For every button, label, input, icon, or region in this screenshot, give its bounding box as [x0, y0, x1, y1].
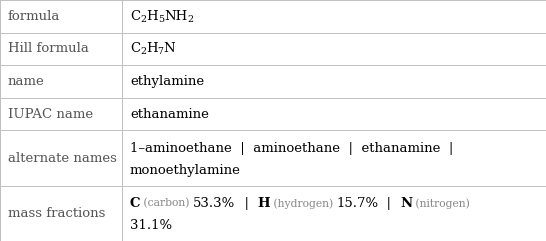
Text: name: name — [8, 75, 45, 88]
Text: 31.1%: 31.1% — [130, 219, 172, 232]
Text: N: N — [164, 42, 175, 55]
Text: monoethylamine: monoethylamine — [130, 164, 241, 177]
Text: 2: 2 — [140, 47, 146, 56]
Text: 2: 2 — [187, 15, 193, 24]
Text: H: H — [257, 197, 270, 210]
Text: |: | — [378, 197, 400, 210]
Text: (carbon): (carbon) — [140, 198, 193, 208]
Text: C: C — [130, 197, 140, 210]
Text: 15.7%: 15.7% — [336, 197, 378, 210]
Text: 2: 2 — [140, 15, 146, 24]
Text: C: C — [130, 10, 140, 23]
Text: H: H — [146, 10, 158, 23]
Text: IUPAC name: IUPAC name — [8, 107, 93, 120]
Text: mass fractions: mass fractions — [8, 207, 105, 220]
Text: ethanamine: ethanamine — [130, 107, 209, 120]
Text: (hydrogen): (hydrogen) — [270, 198, 336, 209]
Text: formula: formula — [8, 10, 61, 23]
Text: 5: 5 — [158, 15, 164, 24]
Text: H: H — [146, 42, 158, 55]
Text: ethylamine: ethylamine — [130, 75, 204, 88]
Text: 53.3%: 53.3% — [193, 197, 236, 210]
Text: 7: 7 — [158, 47, 164, 56]
Text: 1–aminoethane  |  aminoethane  |  ethanamine  |: 1–aminoethane | aminoethane | ethanamine… — [130, 141, 453, 154]
Text: C: C — [130, 42, 140, 55]
Text: Hill formula: Hill formula — [8, 42, 89, 55]
Text: N: N — [400, 197, 412, 210]
Text: NH: NH — [164, 10, 187, 23]
Text: (nitrogen): (nitrogen) — [412, 198, 470, 209]
Text: alternate names: alternate names — [8, 152, 117, 165]
Text: |: | — [236, 197, 257, 210]
